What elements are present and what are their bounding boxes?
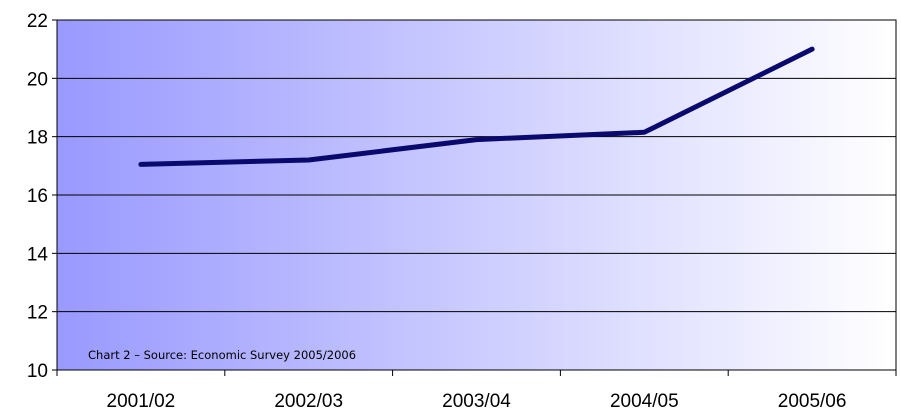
y-tick-label: 20 (27, 69, 48, 90)
x-tick-label: 2001/02 (107, 391, 176, 412)
x-tick-label: 2003/04 (442, 391, 511, 412)
y-tick-label: 16 (27, 186, 48, 207)
x-tick-label: 2005/06 (778, 391, 847, 412)
x-tick-label: 2004/05 (610, 391, 679, 412)
series-line (138, 46, 815, 167)
y-tick-label: 10 (27, 361, 48, 382)
x-tick-label: 2002/03 (274, 391, 343, 412)
series-layer (138, 46, 815, 167)
y-tick-label: 14 (27, 244, 49, 265)
y-tick-label: 22 (27, 11, 48, 32)
axes (52, 19, 897, 376)
tick-labels: 10 12 14 16 18 20 22 2001/02 2002/03 2003/04 2004/… (27, 11, 847, 412)
source-annotation: Chart 2 – Source: Economic Survey 2005/2… (88, 348, 356, 362)
y-tick-label: 18 (27, 128, 48, 149)
y-tick-label: 12 (27, 303, 48, 324)
